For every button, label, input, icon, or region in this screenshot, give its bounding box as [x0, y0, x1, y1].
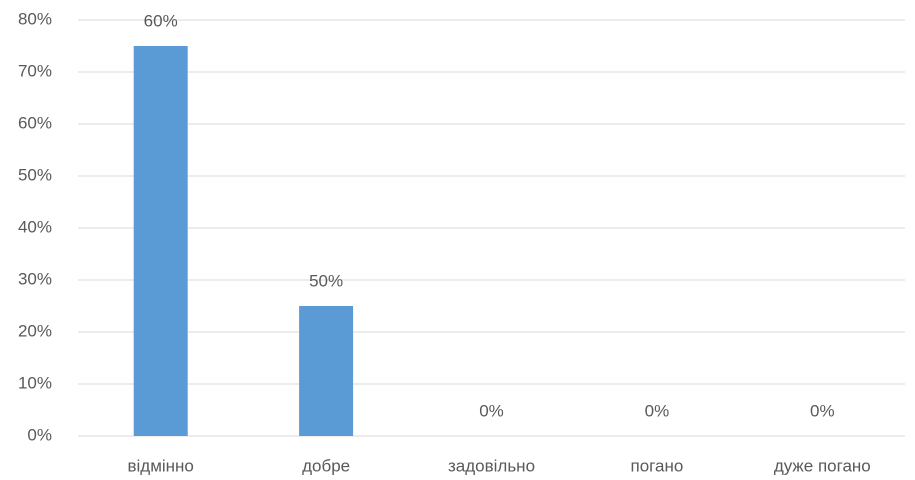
bar [299, 306, 354, 436]
x-tick-label: відмінно [127, 456, 193, 475]
y-tick-label: 20% [18, 321, 52, 340]
x-tick-label: добре [302, 456, 350, 475]
x-tick-label: погано [631, 456, 684, 475]
data-label: 50% [309, 271, 343, 290]
y-tick-label: 40% [18, 217, 52, 236]
y-tick-label: 30% [18, 269, 52, 288]
bar [133, 46, 188, 436]
x-tick-label: задовільно [448, 456, 535, 475]
data-label: 0% [645, 401, 670, 420]
data-label: 60% [144, 11, 178, 30]
x-tick-label: дуже погано [774, 456, 871, 475]
y-tick-label: 70% [18, 61, 52, 80]
y-tick-label: 60% [18, 113, 52, 132]
data-label: 0% [479, 401, 504, 420]
y-tick-label: 50% [18, 165, 52, 184]
data-label: 0% [810, 401, 835, 420]
y-tick-label: 80% [18, 9, 52, 28]
y-tick-label: 0% [27, 425, 52, 444]
y-tick-label: 10% [18, 373, 52, 392]
